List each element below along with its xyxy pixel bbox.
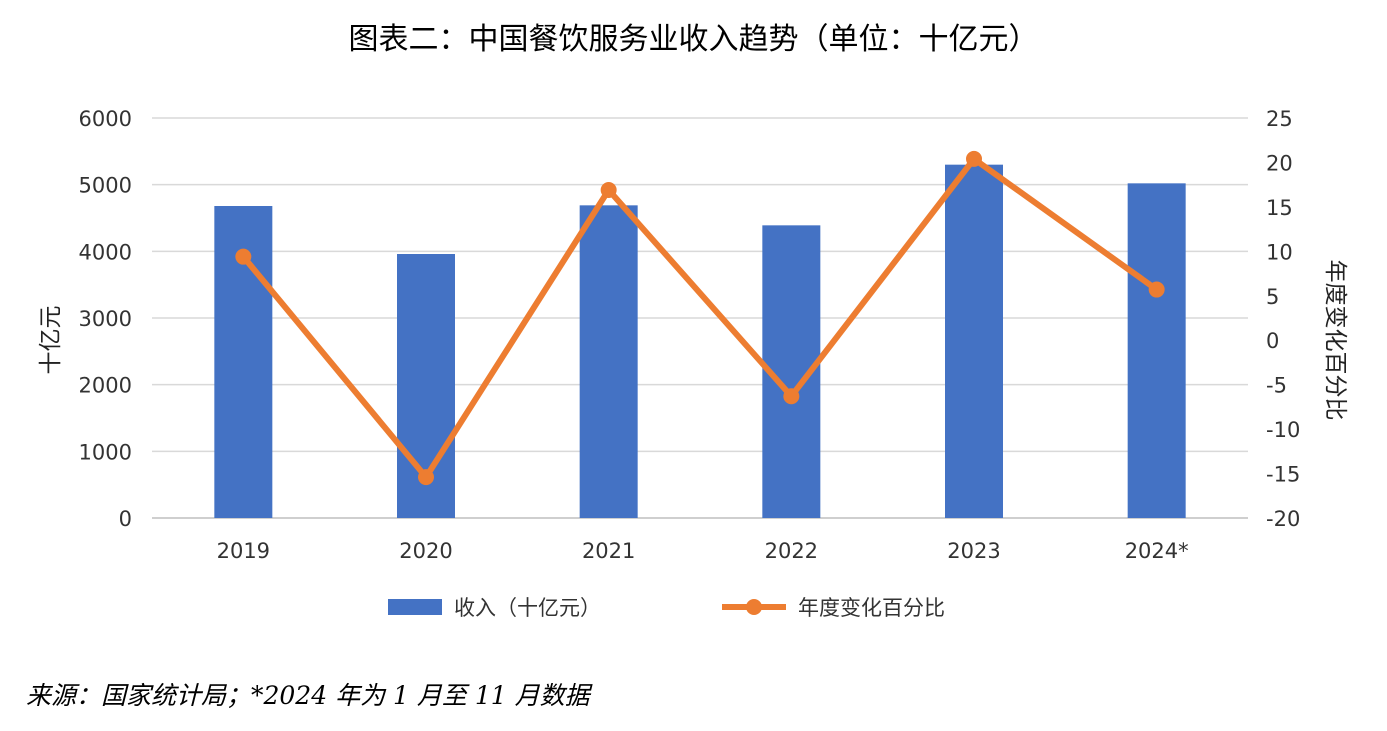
y-right-tick-label: 15 — [1266, 196, 1293, 220]
bar-2024* — [1127, 183, 1186, 519]
y-tick-label: 4000 — [79, 240, 132, 264]
line-series — [241, 155, 1159, 481]
y-right-tick-label: 5 — [1266, 285, 1279, 309]
y-tick-label: 5000 — [79, 174, 132, 198]
line-point-2021 — [600, 182, 617, 198]
y-tick-label: 6000 — [79, 107, 132, 131]
legend-line-marker — [746, 599, 762, 615]
y-right-tick-label: 25 — [1266, 107, 1293, 131]
y-tick-label: 0 — [119, 507, 132, 531]
line-point-2024* — [1148, 281, 1165, 298]
bar-2021 — [579, 205, 638, 519]
y-tick-label: 1000 — [79, 440, 132, 464]
y-right-axis-label: 年度变化百分比 — [1322, 260, 1348, 421]
y-tick-label: 2000 — [79, 374, 132, 398]
x-tick-label: 2024* — [1125, 539, 1189, 563]
y-right-tick-label: -15 — [1266, 463, 1300, 487]
y-right-tick-label: -5 — [1266, 374, 1287, 398]
line-point-2022 — [783, 388, 800, 405]
y-right-tick-label: 20 — [1266, 151, 1293, 175]
line-point-2019 — [235, 248, 252, 265]
x-tick-label: 2019 — [217, 539, 270, 563]
source-note: 来源：国家统计局；*2024 年为 1 月至 11 月数据 — [26, 681, 590, 710]
x-tick-label: 2020 — [399, 539, 452, 563]
legend-bar-swatch — [388, 599, 442, 615]
line-point-2020 — [418, 469, 434, 486]
y-tick-label: 3000 — [79, 307, 132, 331]
y-right-tick-label: -20 — [1266, 507, 1300, 531]
x-tick-label: 2023 — [947, 539, 1000, 563]
x-tick-label: 2022 — [765, 539, 818, 563]
chart: 0 1000 2000 3000 4000 5000 6000 -20 -15 -10 -5 0 5 10… — [38, 107, 1348, 620]
y-right-tick-label: 0 — [1266, 329, 1279, 353]
y-right-tick-label: 10 — [1266, 240, 1293, 264]
chart-title: 图表二：中国餐饮服务业收入趋势（单位：十亿元） — [348, 22, 1039, 57]
bar-2023 — [945, 164, 1003, 518]
x-tick-label: 2021 — [582, 539, 635, 563]
line-point-2023 — [966, 150, 982, 167]
y-axis-label: 十亿元 — [38, 306, 64, 375]
legend-line-label: 年度变化百分比 — [798, 596, 945, 620]
legend-bar-label: 收入（十亿元） — [454, 596, 601, 620]
y-right-tick-label: -10 — [1266, 418, 1300, 442]
